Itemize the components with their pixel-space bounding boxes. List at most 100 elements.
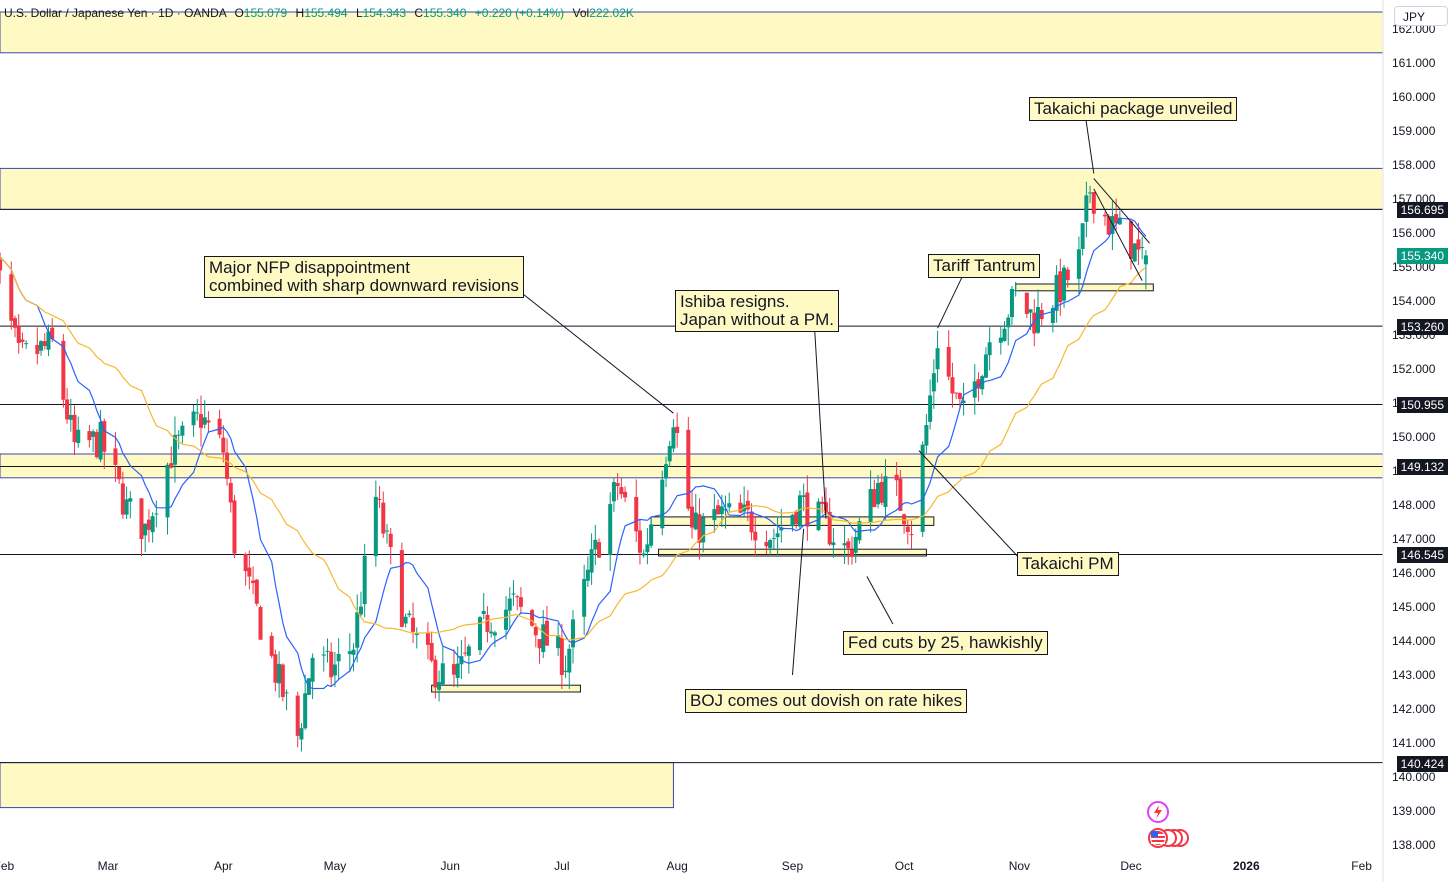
candle bbox=[429, 631, 434, 663]
candle-body bbox=[831, 542, 836, 546]
candle bbox=[567, 644, 572, 689]
candle-body bbox=[128, 498, 133, 502]
candle-body bbox=[1129, 221, 1133, 259]
high-label: H bbox=[295, 6, 305, 20]
candle-body bbox=[1076, 249, 1081, 279]
lightning-icon[interactable] bbox=[1147, 801, 1169, 823]
candle-body bbox=[385, 530, 389, 532]
candle-body bbox=[623, 491, 628, 498]
x-tick-label: Aug bbox=[666, 859, 687, 873]
candle-body bbox=[437, 682, 442, 690]
candle-body bbox=[801, 495, 806, 498]
candle-body bbox=[195, 412, 200, 414]
candle bbox=[771, 528, 776, 550]
candle bbox=[660, 470, 665, 536]
us-flag-icon[interactable] bbox=[1148, 828, 1189, 848]
price-label-156695: 156.695 bbox=[1396, 202, 1448, 218]
candle bbox=[1084, 181, 1089, 238]
candle-body bbox=[928, 395, 933, 422]
candle bbox=[671, 419, 676, 453]
y-tick-label: 138.000 bbox=[1392, 838, 1436, 852]
candle bbox=[451, 649, 456, 688]
candle-body bbox=[805, 492, 810, 527]
candle-body bbox=[664, 464, 668, 479]
price-label-146545: 146.545 bbox=[1396, 547, 1448, 563]
candle bbox=[608, 492, 613, 571]
candle bbox=[518, 587, 523, 615]
annotation-ishiba[interactable]: Ishiba resigns. Japan without a PM. bbox=[675, 290, 840, 332]
annotation-takaichi-package[interactable]: Takaichi package unveiled bbox=[1029, 97, 1238, 121]
candle bbox=[544, 605, 549, 646]
candle bbox=[1132, 243, 1137, 263]
candle-body bbox=[165, 464, 170, 518]
candle bbox=[775, 516, 780, 555]
candle-body bbox=[61, 340, 66, 400]
candle-body bbox=[120, 483, 125, 515]
candle-body bbox=[634, 496, 639, 532]
currency-button[interactable]: JPY bbox=[1394, 6, 1448, 26]
candle-body bbox=[425, 633, 430, 645]
candle-body bbox=[358, 606, 363, 615]
candle bbox=[72, 405, 77, 456]
annotation-leaders bbox=[505, 96, 1150, 676]
candle bbox=[381, 491, 386, 538]
candle bbox=[667, 440, 672, 467]
candle-body bbox=[879, 481, 884, 503]
candle bbox=[1024, 292, 1029, 319]
candle bbox=[440, 646, 445, 686]
candle bbox=[455, 646, 460, 688]
candle-body bbox=[507, 598, 512, 611]
candle-body bbox=[738, 502, 743, 513]
candle bbox=[850, 536, 854, 565]
change-value: +0.220 (+0.14%) bbox=[474, 6, 565, 20]
candle-body bbox=[537, 639, 542, 649]
candle-body bbox=[180, 425, 185, 436]
candle-body bbox=[764, 542, 769, 547]
candle-body bbox=[898, 478, 903, 511]
candle bbox=[515, 595, 520, 611]
candle bbox=[1091, 191, 1096, 224]
y-tick-label: 141.000 bbox=[1392, 736, 1436, 750]
candle bbox=[280, 663, 285, 702]
events-icons[interactable] bbox=[1146, 800, 1194, 852]
candle-body bbox=[823, 502, 828, 513]
annotation-takaichi-pm[interactable]: Takaichi PM bbox=[1017, 552, 1119, 576]
candle-body bbox=[273, 654, 278, 683]
candle-body bbox=[228, 482, 233, 503]
sma-slow-line bbox=[0, 255, 1147, 641]
candle bbox=[295, 691, 300, 748]
candle-body bbox=[1136, 239, 1141, 250]
annotation-tariff-tantrum[interactable]: Tariff Tantrum bbox=[928, 254, 1041, 278]
candle-body bbox=[585, 569, 590, 581]
candle bbox=[385, 524, 389, 544]
candle-body bbox=[697, 514, 702, 543]
candle-body bbox=[637, 530, 642, 553]
candle-body bbox=[597, 542, 602, 558]
candle bbox=[935, 330, 940, 383]
y-tick-label: 140.000 bbox=[1392, 770, 1436, 784]
candle-body bbox=[850, 549, 854, 557]
candle bbox=[768, 538, 773, 555]
candle-body bbox=[1062, 267, 1067, 301]
candle-body bbox=[667, 446, 672, 462]
candle-body bbox=[24, 343, 29, 345]
annotation-fed-cut[interactable]: Fed cuts by 25, hawkishly bbox=[843, 631, 1048, 655]
candle bbox=[1006, 314, 1011, 346]
candle-body bbox=[920, 444, 925, 532]
open-value: 155.079 bbox=[243, 6, 288, 20]
candle-body bbox=[816, 501, 821, 531]
y-tick-label: 139.000 bbox=[1392, 804, 1436, 818]
candle bbox=[585, 556, 590, 587]
candle bbox=[883, 459, 888, 521]
candle bbox=[146, 509, 151, 543]
annotation-nfp[interactable]: Major NFP disappointment combined with s… bbox=[204, 256, 524, 298]
candle-body bbox=[321, 654, 326, 656]
candle-body bbox=[611, 482, 616, 502]
candle bbox=[9, 261, 14, 330]
candle-body bbox=[411, 617, 416, 632]
price-axis: 138.000 139.000 140.000 141.000 142.000 143.0… bbox=[1382, 0, 1436, 882]
candle bbox=[909, 520, 914, 549]
annotation-boj[interactable]: BOJ comes out dovish on rate hikes bbox=[685, 689, 968, 713]
candle-body bbox=[749, 511, 754, 533]
